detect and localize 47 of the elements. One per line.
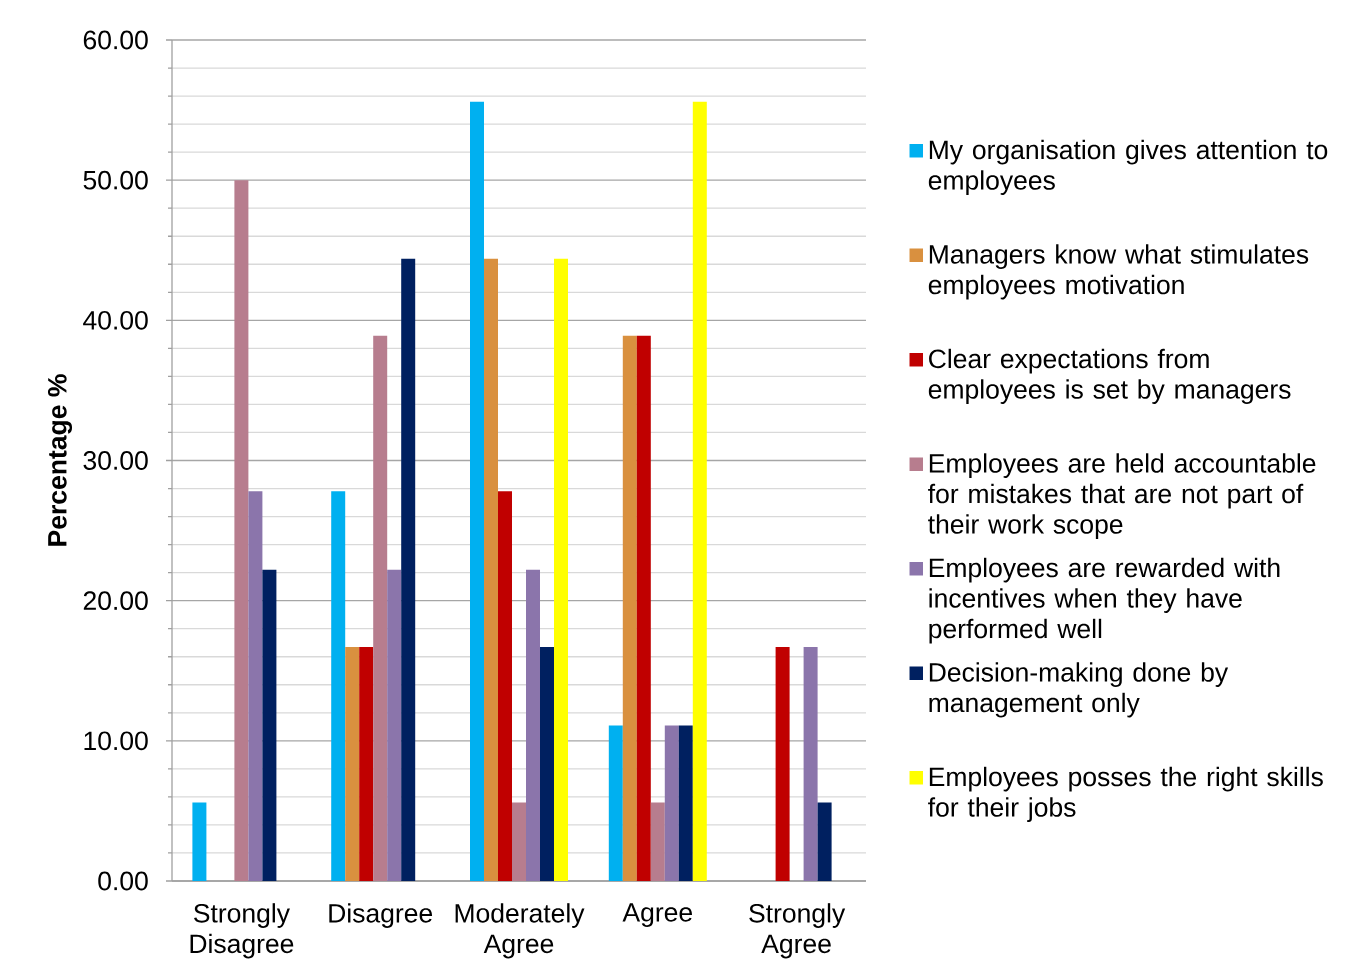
y-tick-label: 30.00	[83, 451, 148, 470]
x-tick-label: Agree	[622, 903, 692, 927]
x-tick-label: Disagree	[329, 903, 433, 928]
bar	[803, 646, 818, 881]
bar	[608, 725, 623, 881]
bar	[650, 802, 665, 881]
x-tick-label: Strongly Disagree	[190, 903, 294, 959]
legend-label: Managers know what stimulates employees motivation	[928, 244, 1309, 300]
x-tick-label: Strongly Agree	[749, 903, 846, 959]
bar	[540, 646, 554, 881]
bar	[498, 491, 512, 881]
bar	[817, 802, 832, 881]
y-axis-title: Percentage %	[47, 374, 73, 546]
y-tick-label: 40.00	[83, 310, 148, 330]
y-tick-label: 10.00	[84, 731, 148, 751]
legend-label: Employees posses the right skills for their jobs	[928, 766, 1323, 822]
bar	[331, 491, 346, 881]
y-tick-label: 60.00	[83, 30, 148, 50]
bar	[692, 101, 707, 881]
legend-label: Decision-making done by management only	[929, 662, 1229, 718]
bar	[554, 258, 568, 881]
bar	[262, 569, 277, 881]
legend-label: My organisation gives attention to employees	[928, 139, 1328, 195]
bar	[387, 569, 402, 881]
y-tick-label: 50.00	[83, 170, 148, 190]
bar	[248, 491, 263, 881]
bar	[775, 646, 790, 881]
bar	[234, 180, 249, 881]
bar	[664, 725, 679, 881]
bar	[373, 335, 388, 881]
bar	[636, 335, 651, 881]
bar	[345, 646, 360, 881]
bar	[526, 569, 540, 881]
bar	[678, 725, 693, 881]
y-tick-label: 0.00	[98, 871, 148, 891]
bar	[622, 335, 637, 881]
bar	[401, 258, 416, 881]
bar	[512, 802, 526, 881]
legend-label: Clear expectations from employees is set by managers	[928, 348, 1291, 404]
legend-label: Employees are rewarded with incentives when they have performed well	[929, 557, 1280, 644]
x-tick-label: Moderately Agree	[455, 903, 585, 959]
bar	[192, 802, 207, 881]
bar	[470, 101, 484, 881]
y-tick-label: 20.00	[83, 591, 148, 611]
legend-label: Employees are held accountable for mistakes that are not part of their work scope	[928, 453, 1316, 539]
bar	[484, 258, 498, 881]
bar	[359, 646, 374, 881]
